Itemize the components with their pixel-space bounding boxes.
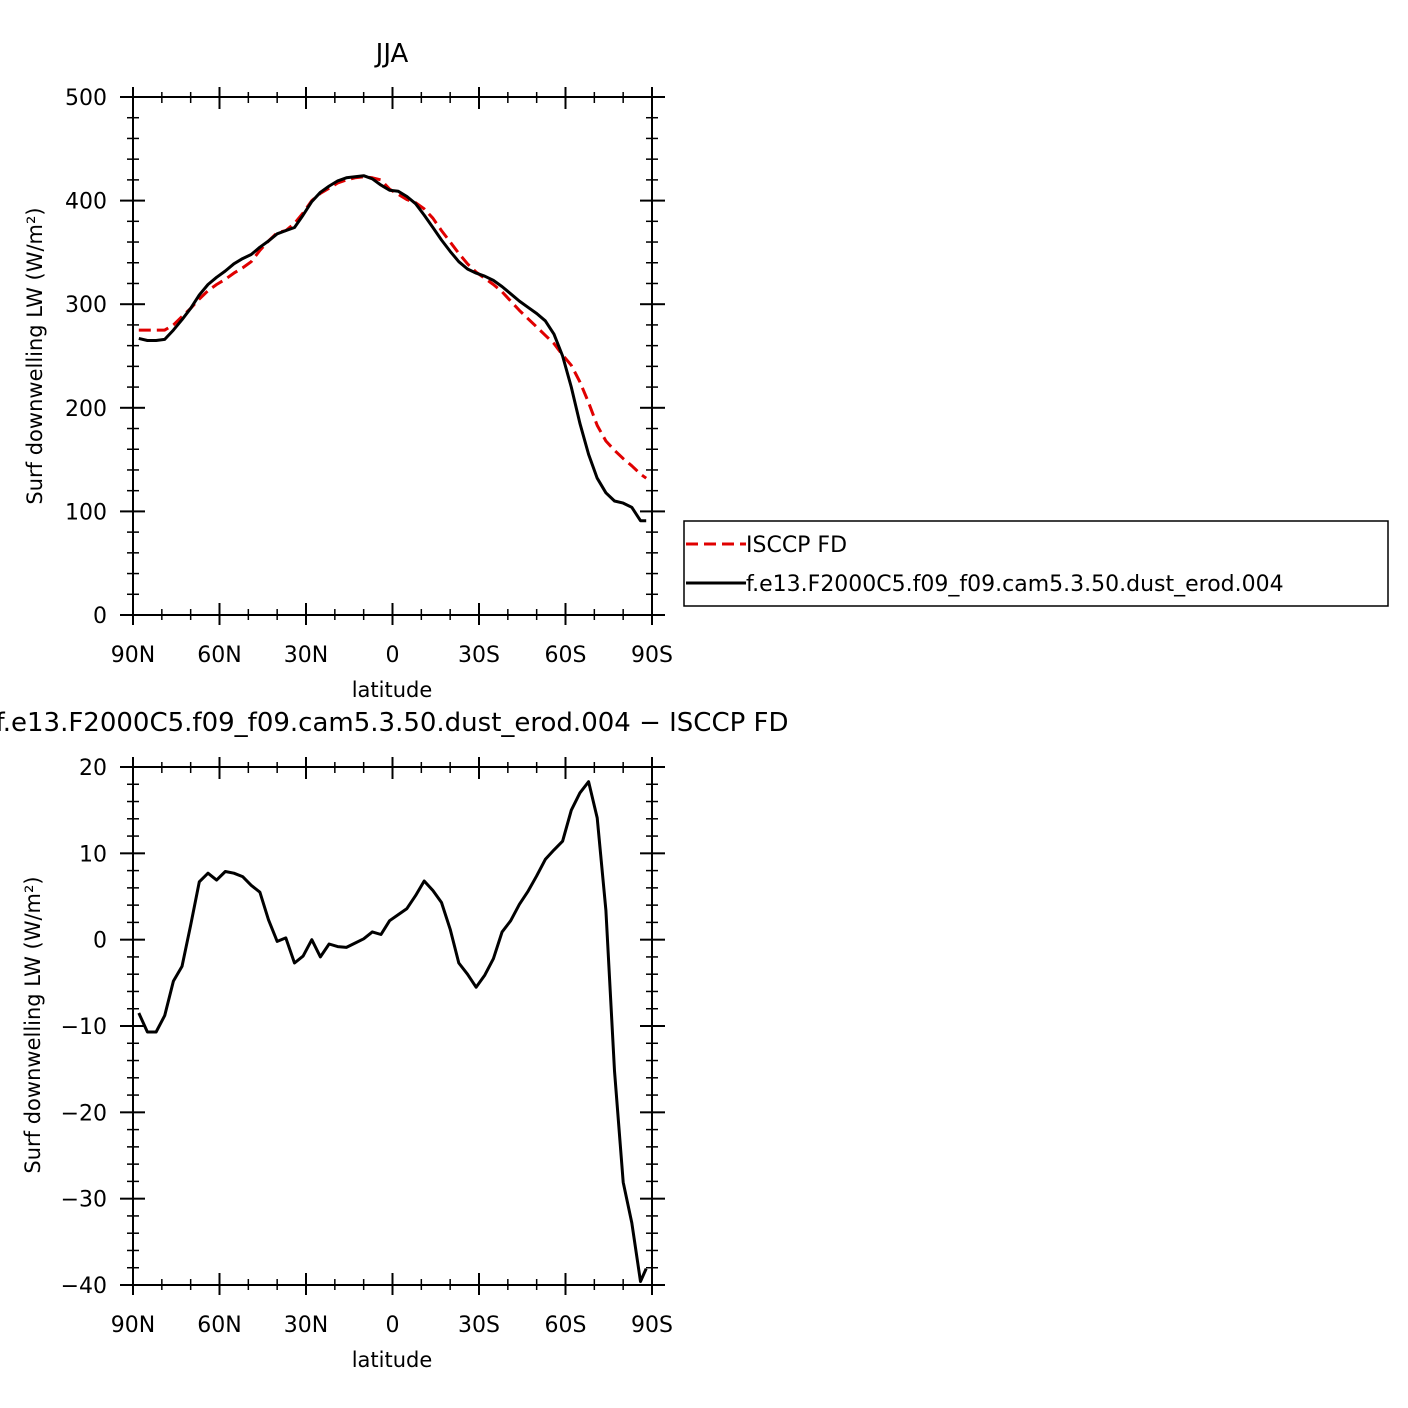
y-tick-label: 100 — [65, 500, 107, 525]
legend-label-isccp: ISCCP FD — [746, 533, 847, 558]
panel-bottom: f.e13.F2000C5.f09_f09.cam5.3.50.dust_ero… — [0, 708, 789, 1372]
panel-top-x-tick-labels: 90N 60N 30N 0 30S 60S 90S — [111, 643, 673, 668]
series-line-model — [138, 174, 647, 523]
y-tick-label: 200 — [65, 397, 107, 422]
panel-bottom-series — [137, 780, 648, 1283]
y-tick-label: 0 — [93, 929, 107, 954]
y-tick-label: 0 — [93, 604, 107, 629]
x-tick-label: 30N — [284, 1313, 328, 1338]
y-tick-label: 20 — [79, 756, 107, 781]
panel-bottom-title: f.e13.F2000C5.f09_f09.cam5.3.50.dust_ero… — [0, 708, 789, 738]
x-tick-label: 60S — [545, 1313, 587, 1338]
y-tick-label: 500 — [65, 86, 107, 111]
y-tick-label: 10 — [79, 842, 107, 867]
x-tick-label: 90N — [111, 643, 155, 668]
y-tick-label: 300 — [65, 293, 107, 318]
panel-bottom-y-tick-labels: −40 −30 −20 −10 0 10 20 — [61, 756, 107, 1299]
panel-bottom-frame — [132, 766, 653, 1286]
y-tick-label: 400 — [65, 190, 107, 215]
panel-top-ticks — [120, 87, 665, 625]
series-line-isccp-fd — [138, 175, 648, 480]
x-tick-label: 60N — [197, 643, 241, 668]
x-tick-label: 90S — [631, 643, 673, 668]
y-tick-label: −20 — [61, 1101, 107, 1126]
x-tick-label: 0 — [386, 643, 400, 668]
legend: ISCCP FD f.e13.F2000C5.f09_f09.cam5.3.50… — [683, 520, 1389, 607]
x-tick-label: 60S — [545, 643, 587, 668]
legend-box — [683, 520, 1389, 607]
panel-top-series — [138, 174, 648, 523]
x-tick-label: 30S — [458, 643, 500, 668]
panel-top-x-axis-label: latitude — [352, 678, 433, 702]
panel-bottom-x-axis-label: latitude — [352, 1348, 433, 1372]
panel-bottom-ticks — [120, 757, 665, 1295]
series-line-difference — [137, 780, 648, 1283]
panel-top-frame — [132, 96, 653, 616]
panel-top-title: JJA — [374, 39, 409, 69]
legend-label-model: f.e13.F2000C5.f09_f09.cam5.3.50.dust_ero… — [746, 572, 1284, 597]
panel-top-y-tick-labels: 0 100 200 300 400 500 — [65, 86, 107, 629]
x-tick-label: 30N — [284, 643, 328, 668]
y-tick-label: −40 — [61, 1274, 107, 1299]
y-tick-label: −10 — [61, 1015, 107, 1040]
x-tick-label: 30S — [458, 1313, 500, 1338]
x-tick-label: 0 — [386, 1313, 400, 1338]
panel-top: JJA 90N 60N 30N 0 30S 60S 90S 0 100 200 300 400 500… — [23, 39, 673, 702]
panel-bottom-y-axis-label: Surf downwelling LW (W/m²) — [21, 876, 45, 1173]
x-tick-label: 90N — [111, 1313, 155, 1338]
panel-top-y-axis-label: Surf downwelling LW (W/m²) — [23, 207, 47, 504]
x-tick-label: 60N — [197, 1313, 241, 1338]
y-tick-label: −30 — [61, 1188, 107, 1213]
x-tick-label: 90S — [631, 1313, 673, 1338]
panel-bottom-x-tick-labels: 90N 60N 30N 0 30S 60S 90S — [111, 1313, 673, 1338]
